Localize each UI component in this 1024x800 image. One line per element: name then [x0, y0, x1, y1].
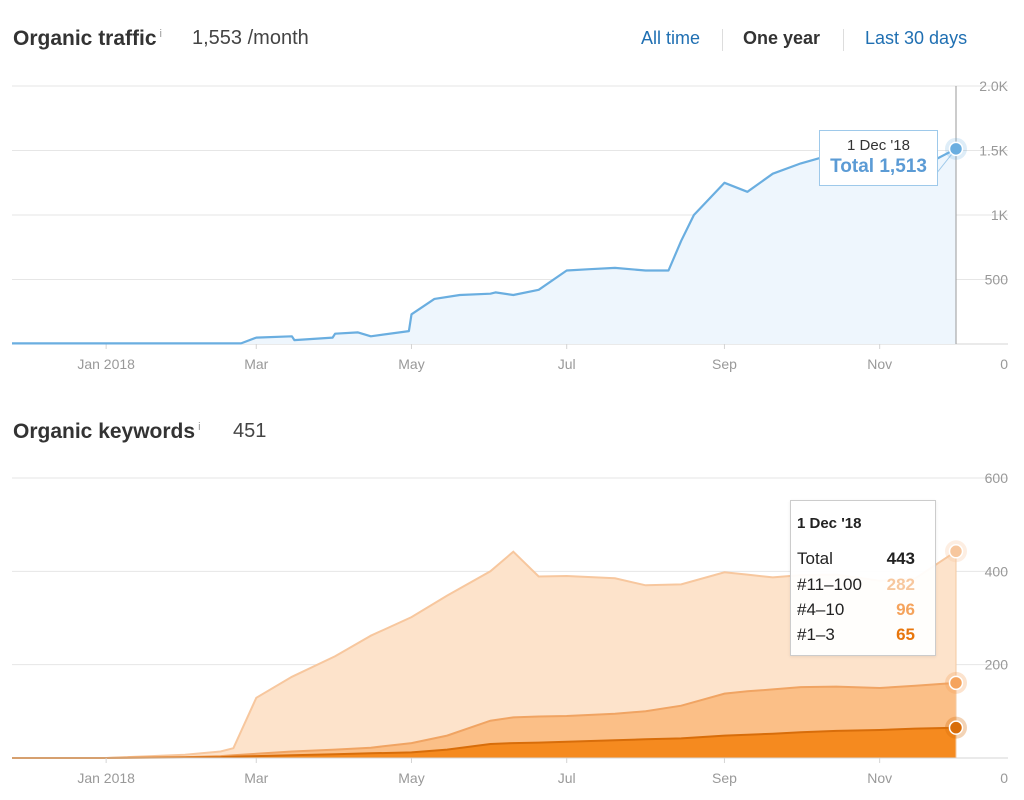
tooltip-row-value: 65 — [896, 625, 915, 644]
tooltip-row-value: 96 — [896, 600, 915, 619]
y-tick-label: 0 — [1000, 770, 1008, 786]
hover-point-total — [948, 544, 964, 559]
tooltip-row-total: Total 443 — [797, 549, 915, 569]
tooltip-row-value: 443 — [886, 549, 915, 568]
period-all-time[interactable]: All time — [641, 28, 701, 48]
traffic-tooltip: 1 Dec '18 Total 1,513 — [819, 130, 938, 186]
tooltip-row-4-10: #4–10 96 — [797, 600, 915, 620]
tooltip-row-value: 282 — [886, 575, 915, 594]
x-tick-label: Jul — [558, 356, 576, 372]
keywords-title-text: Organic keywords — [13, 420, 196, 443]
traffic-title-text: Organic traffic — [13, 27, 157, 50]
keywords-value: 451 — [233, 420, 267, 442]
y-tick-label: 500 — [985, 272, 1009, 288]
info-icon[interactable]: i — [198, 421, 201, 433]
tooltip-row-11-100: #11–100 282 — [797, 575, 915, 595]
x-tick-label: Nov — [867, 356, 892, 372]
y-tick-label: 1.5K — [979, 143, 1008, 159]
y-tick-label: 2.0K — [979, 78, 1008, 94]
period-one-year[interactable]: One year — [743, 28, 821, 48]
hover-point-1-3 — [948, 720, 964, 735]
divider — [843, 29, 844, 51]
x-tick-label: Jan 2018 — [77, 356, 135, 372]
area-4-10 — [12, 682, 956, 758]
period-last-30-days[interactable]: Last 30 days — [865, 28, 968, 48]
traffic-tooltip-total: Total 1,513 — [830, 156, 927, 177]
y-tick-label: 200 — [985, 657, 1009, 673]
info-icon[interactable]: i — [159, 28, 162, 40]
tooltip-row-label: #1–3 — [797, 625, 835, 644]
keywords-title: Organic keywords i — [13, 420, 201, 444]
tooltip-row-1-3: #1–3 65 — [797, 625, 915, 645]
traffic-chart: 0 500 1K 1.5K 2.0K Jan 2018 Mar May Jul Sep Nov — [12, 78, 1009, 372]
line-4-10 — [12, 681, 957, 759]
y-tick-label: 400 — [985, 563, 1009, 579]
x-tick-label: May — [398, 356, 424, 372]
y-tick-label: 600 — [985, 470, 1009, 486]
y-tick-label: 0 — [1000, 356, 1008, 372]
line-1-3 — [12, 726, 957, 759]
x-tick-label: Jan 2018 — [77, 770, 135, 786]
traffic-title: Organic traffic i — [13, 27, 162, 51]
traffic-tooltip-date: 1 Dec '18 — [847, 137, 910, 154]
keywords-tooltip-date: 1 Dec '18 — [797, 515, 862, 532]
traffic-value: 1,553 /month — [192, 27, 309, 49]
divider — [722, 29, 723, 51]
hover-point-4-10 — [948, 675, 964, 691]
x-tick-label: May — [398, 770, 424, 786]
x-tick-label: Mar — [244, 770, 268, 786]
keywords-tooltip: 1 Dec '18 Total 443 #11–100 282 #4–10 96… — [790, 500, 936, 656]
x-tick-label: Mar — [244, 356, 268, 372]
x-tick-label: Jul — [558, 770, 576, 786]
x-tick-label: Sep — [712, 770, 737, 786]
tooltip-row-label: Total — [797, 549, 833, 568]
y-tick-label: 1K — [991, 207, 1009, 223]
tooltip-row-label: #4–10 — [797, 600, 845, 619]
traffic-line — [12, 147, 957, 345]
hover-point — [948, 141, 964, 157]
traffic-area — [12, 148, 956, 344]
x-tick-label: Nov — [867, 770, 892, 786]
x-tick-label: Sep — [712, 356, 737, 372]
area-11-100 — [12, 551, 956, 758]
tooltip-row-label: #11–100 — [797, 575, 862, 594]
area-1-3 — [12, 727, 956, 758]
